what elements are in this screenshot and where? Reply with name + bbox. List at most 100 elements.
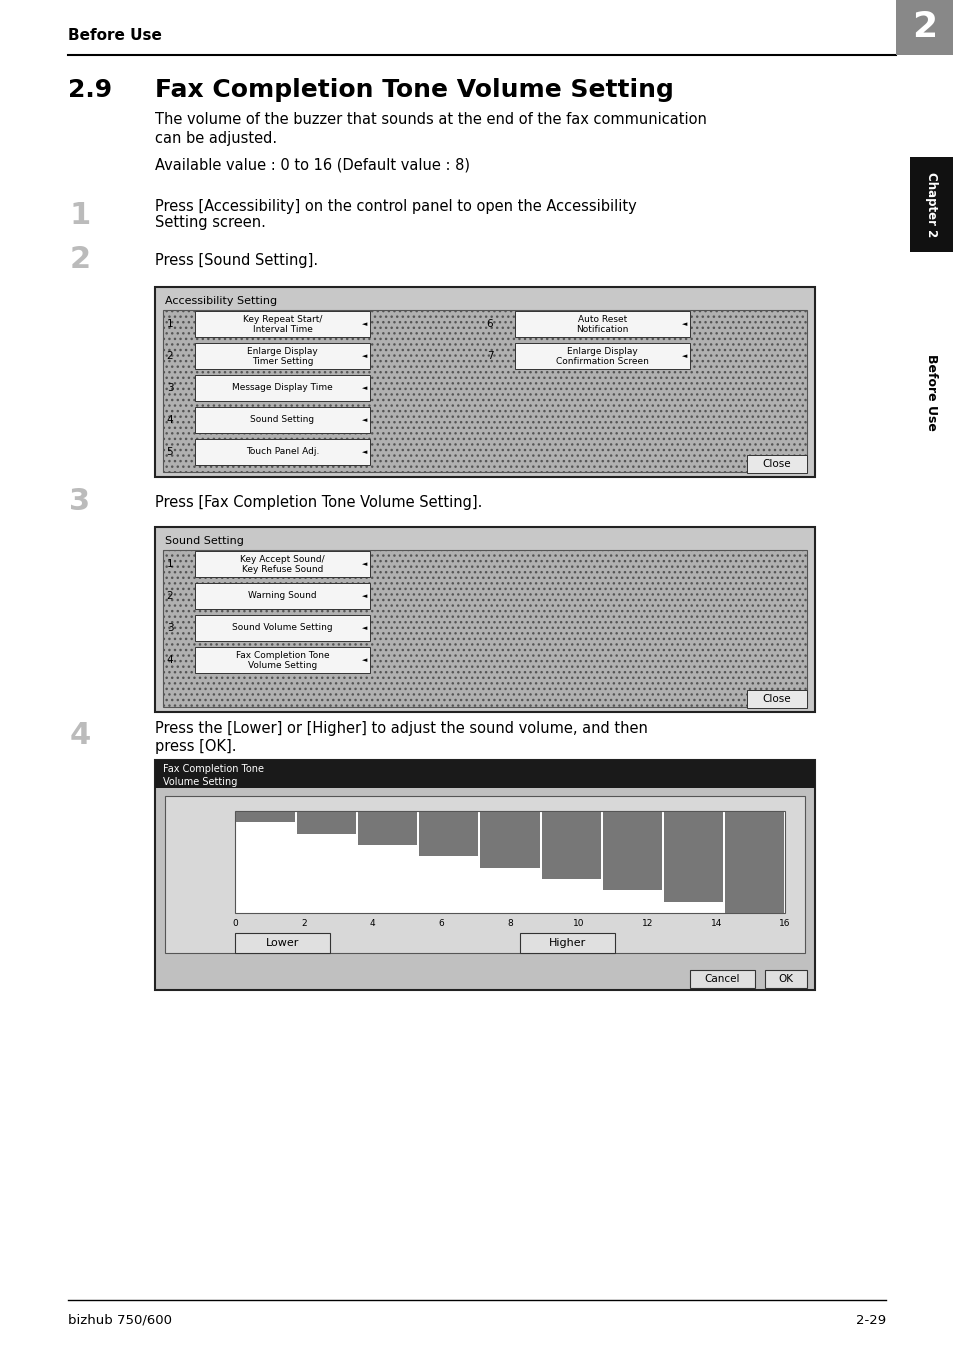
Bar — [602, 813, 661, 891]
Text: Press [Sound Setting].: Press [Sound Setting]. — [154, 253, 317, 268]
Text: 3: 3 — [167, 383, 173, 393]
Text: 1: 1 — [167, 558, 173, 569]
Text: ◄: ◄ — [680, 320, 686, 327]
Text: Key Refuse Sound: Key Refuse Sound — [241, 565, 323, 573]
Text: ◄: ◄ — [361, 657, 367, 662]
Text: press [OK].: press [OK]. — [154, 738, 236, 753]
Text: Sound Volume Setting: Sound Volume Setting — [232, 623, 333, 633]
Bar — [234, 933, 330, 953]
Text: Enlarge Display: Enlarge Display — [247, 347, 317, 357]
Bar — [154, 287, 814, 477]
Bar — [764, 969, 806, 988]
Bar — [194, 648, 370, 673]
Text: 14: 14 — [710, 919, 721, 929]
Text: Message Display Time: Message Display Time — [232, 384, 333, 392]
Text: can be adjusted.: can be adjusted. — [154, 131, 276, 146]
Text: Auto Reset: Auto Reset — [578, 315, 626, 324]
Bar — [154, 760, 814, 788]
Text: 16: 16 — [779, 919, 790, 929]
Bar — [689, 969, 754, 988]
Text: Volume Setting: Volume Setting — [163, 777, 237, 787]
Bar — [163, 550, 806, 707]
Text: ◄: ◄ — [361, 449, 367, 456]
Bar — [663, 813, 722, 902]
Text: Confirmation Screen: Confirmation Screen — [556, 357, 648, 365]
Text: 2-29: 2-29 — [855, 1314, 885, 1326]
Text: 4: 4 — [370, 919, 375, 929]
Text: 0: 0 — [232, 919, 237, 929]
Text: Available value : 0 to 16 (Default value : 8): Available value : 0 to 16 (Default value… — [154, 157, 470, 173]
Text: 1: 1 — [167, 319, 173, 329]
Bar — [194, 375, 370, 402]
Text: 2: 2 — [167, 591, 173, 602]
Text: ◄: ◄ — [361, 416, 367, 423]
Bar — [480, 813, 539, 868]
Text: 4: 4 — [167, 415, 173, 425]
Text: Fax Completion Tone: Fax Completion Tone — [235, 652, 329, 661]
Text: Press the [Lower] or [Higher] to adjust the sound volume, and then: Press the [Lower] or [Higher] to adjust … — [154, 721, 647, 735]
Bar — [909, 157, 953, 251]
Bar — [419, 813, 478, 856]
Text: Notification: Notification — [576, 324, 628, 334]
Text: 3: 3 — [70, 488, 91, 516]
Text: The volume of the buzzer that sounds at the end of the fax communication: The volume of the buzzer that sounds at … — [154, 112, 706, 127]
Text: Interval Time: Interval Time — [253, 324, 313, 334]
Bar — [163, 310, 806, 472]
Text: 3: 3 — [167, 623, 173, 633]
Text: 8: 8 — [507, 919, 513, 929]
Bar — [296, 813, 355, 834]
Bar — [154, 760, 814, 990]
Bar — [895, 0, 953, 55]
Text: Sound Setting: Sound Setting — [165, 535, 244, 546]
Text: Sound Setting: Sound Setting — [251, 415, 314, 425]
Bar — [724, 813, 783, 913]
Text: 10: 10 — [573, 919, 584, 929]
Text: 2: 2 — [911, 9, 937, 45]
Text: bizhub 750/600: bizhub 750/600 — [68, 1314, 172, 1326]
Bar — [165, 796, 804, 953]
Bar — [194, 311, 370, 337]
Text: ◄: ◄ — [361, 561, 367, 566]
Bar — [746, 690, 806, 708]
Text: 2.9: 2.9 — [68, 78, 112, 101]
Text: 6: 6 — [438, 919, 444, 929]
Text: ◄: ◄ — [361, 594, 367, 599]
Bar — [519, 933, 615, 953]
Text: Timer Setting: Timer Setting — [252, 357, 313, 365]
Text: 1: 1 — [70, 200, 91, 230]
Text: 2: 2 — [167, 352, 173, 361]
Text: Accessibility Setting: Accessibility Setting — [165, 296, 276, 306]
Text: Lower: Lower — [266, 938, 299, 948]
Bar — [515, 343, 689, 369]
Bar — [194, 583, 370, 608]
Text: 12: 12 — [641, 919, 653, 929]
Text: ◄: ◄ — [361, 353, 367, 360]
Bar — [194, 343, 370, 369]
Bar — [515, 311, 689, 337]
Text: Close: Close — [761, 458, 790, 469]
Text: ◄: ◄ — [680, 353, 686, 360]
Text: ◄: ◄ — [361, 625, 367, 631]
Text: 7: 7 — [486, 352, 493, 361]
Text: Volume Setting: Volume Setting — [248, 661, 316, 669]
Bar — [154, 527, 814, 713]
Text: 6: 6 — [486, 319, 493, 329]
Text: Fax Completion Tone: Fax Completion Tone — [163, 764, 264, 773]
Bar — [194, 407, 370, 433]
Bar — [194, 439, 370, 465]
Text: Before Use: Before Use — [68, 27, 162, 42]
Text: Setting screen.: Setting screen. — [154, 215, 266, 230]
Text: Fax Completion Tone Volume Setting: Fax Completion Tone Volume Setting — [154, 78, 673, 101]
Text: ◄: ◄ — [361, 385, 367, 391]
Text: Before Use: Before Use — [924, 354, 938, 430]
Bar — [194, 615, 370, 641]
Text: Chapter 2: Chapter 2 — [924, 172, 938, 237]
Text: 4: 4 — [167, 654, 173, 665]
Bar — [235, 813, 294, 822]
Bar — [357, 813, 416, 845]
Text: Key Accept Sound/: Key Accept Sound/ — [240, 556, 324, 565]
Text: 5: 5 — [167, 448, 173, 457]
Text: Key Repeat Start/: Key Repeat Start/ — [243, 315, 322, 324]
Bar — [746, 456, 806, 473]
Text: Close: Close — [761, 694, 790, 704]
